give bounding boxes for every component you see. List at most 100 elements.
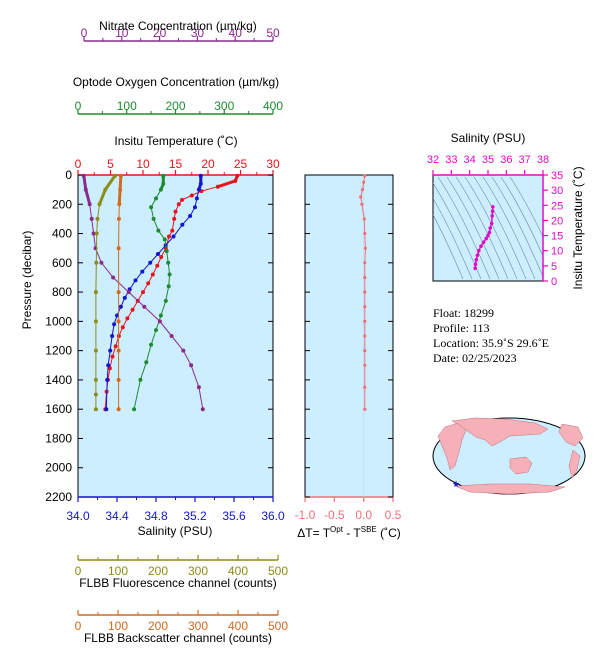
backscatter-surface-segment (117, 175, 123, 205)
ts-contour (455, 176, 509, 280)
pressure-axis: 0 200 400 600 800 1000 1200 1400 1600 1800 2000 220… (45, 168, 273, 504)
oxygen-tick-label: 400 (263, 99, 283, 113)
ts-salinity-tick-label: 36 (500, 154, 512, 166)
pressure-tick-label: 400 (52, 227, 72, 241)
fluorescence-point (93, 290, 98, 295)
salinity-point (193, 205, 197, 210)
temperature-point (167, 234, 171, 239)
delta-point (360, 188, 365, 192)
salinity-point (115, 313, 119, 318)
temperature-tick-label: 15 (169, 157, 183, 171)
temperature-point (170, 228, 175, 233)
oxygen-point (132, 407, 137, 412)
nitrate-tick-label: 20 (153, 26, 167, 40)
salinity-point (180, 222, 185, 227)
oxygen-tick-label: 300 (214, 99, 234, 113)
oxygen-point (163, 298, 168, 303)
main-plot-area (77, 174, 274, 498)
ts-point (481, 240, 486, 244)
fluorescence-point (93, 392, 98, 397)
nitrate-point (157, 319, 162, 324)
oxygen-point (166, 260, 171, 265)
salinity-tick-label: 34.4 (105, 509, 129, 523)
ts-point (477, 248, 481, 253)
location: Location: 35.9˚S 29.6˚E (433, 336, 549, 350)
salinity-point (106, 363, 111, 368)
oxygen-point (167, 272, 172, 277)
oxygen-point (154, 328, 158, 333)
temperature-point (130, 307, 135, 312)
temperature-point (107, 366, 112, 371)
ts-temperature-tick-label: 10 (551, 246, 563, 258)
ts-temperature-tick-label: 30 (551, 185, 563, 197)
salinity-point (148, 260, 153, 265)
world-map: ★ (432, 417, 586, 495)
nitrate-tick-label: 0 (81, 26, 88, 40)
ts-point (484, 236, 489, 241)
temperature-tick-label: 5 (107, 157, 114, 171)
oxygen-point (162, 237, 167, 242)
backscatter-point (116, 348, 121, 353)
ts-salinity-tick-label: 32 (427, 154, 439, 166)
fluorescence-tick-label: 100 (108, 564, 128, 578)
nitrate-tick-label: 30 (191, 26, 205, 40)
oxygen-point (164, 249, 169, 254)
backscatter-point (116, 319, 121, 324)
salinity-point (194, 196, 199, 201)
ts-temperature-tick-label: 15 (551, 231, 563, 243)
map-north-america (558, 423, 584, 447)
temperature-tick-label: 20 (201, 157, 215, 171)
delta-point (363, 261, 367, 265)
oxygen-axis-label: Optode Oxygen Concentration (µm/kg) (73, 75, 279, 89)
delta-point (363, 246, 367, 250)
nitrate-tick-label: 50 (266, 26, 280, 40)
ts-temperature-tick-label: 5 (551, 261, 557, 273)
ts-contour (509, 176, 543, 238)
salinity-point (110, 334, 115, 338)
nitrate-point (89, 216, 94, 221)
ts-point (486, 233, 490, 238)
temperature-point (159, 255, 164, 259)
salinity-axis: 34.0 34.4 34.8 35.2 35.6 36.0 (66, 496, 285, 523)
pressure-tick-label: 0 (65, 168, 72, 182)
pressure-tick-label: 1600 (45, 402, 72, 416)
fluorescence-axis: 0 100 200 300 400 500 (75, 555, 288, 578)
nitrate-point (99, 260, 104, 265)
map-eurasia (451, 417, 549, 447)
nitrate-axis-label: Nitrate Concentration (µm/kg) (99, 19, 257, 33)
ts-plot-area (432, 174, 544, 282)
temperature-point (113, 344, 118, 349)
oxygen-tick-label: 0 (75, 99, 82, 113)
delta-point (363, 231, 367, 236)
fluorescence-point (93, 377, 98, 382)
fluorescence-tick-label: 200 (148, 564, 168, 578)
salinity-tick-label: 34.8 (144, 509, 168, 523)
ts-point (475, 253, 480, 258)
ts-temperature-tick-label: 25 (551, 200, 563, 212)
oxygen-tick-label: 100 (117, 99, 137, 113)
temperature-point (120, 325, 125, 330)
temperature-point (155, 263, 160, 268)
oxygen-point (166, 284, 171, 289)
pressure-tick-label: 1800 (45, 431, 72, 445)
pressure-tick-label: 2200 (45, 490, 72, 504)
backscatter-tick-label: 300 (188, 619, 208, 633)
pressure-tick-label: 1400 (45, 373, 72, 387)
ts-point (490, 214, 495, 218)
delta-plot-area (304, 174, 394, 498)
ts-temperature-tick-label: 20 (551, 215, 563, 227)
backscatter-tick-label: 200 (148, 619, 168, 633)
nitrate-point (142, 304, 147, 309)
fluorescence-tick-label: 0 (75, 564, 82, 578)
nitrate-point (181, 348, 186, 353)
salinity-point (122, 295, 127, 300)
delta-point (363, 290, 367, 294)
temperature-point (176, 202, 181, 207)
oxygen-point (149, 205, 154, 210)
delta-point (362, 217, 366, 221)
map-antarctica (454, 483, 566, 495)
pressure-tick-label: 1200 (45, 344, 72, 358)
salinity-tick-label: 35.2 (183, 509, 207, 523)
nitrate-tick-label: 40 (229, 26, 243, 40)
delta-point (363, 385, 367, 389)
